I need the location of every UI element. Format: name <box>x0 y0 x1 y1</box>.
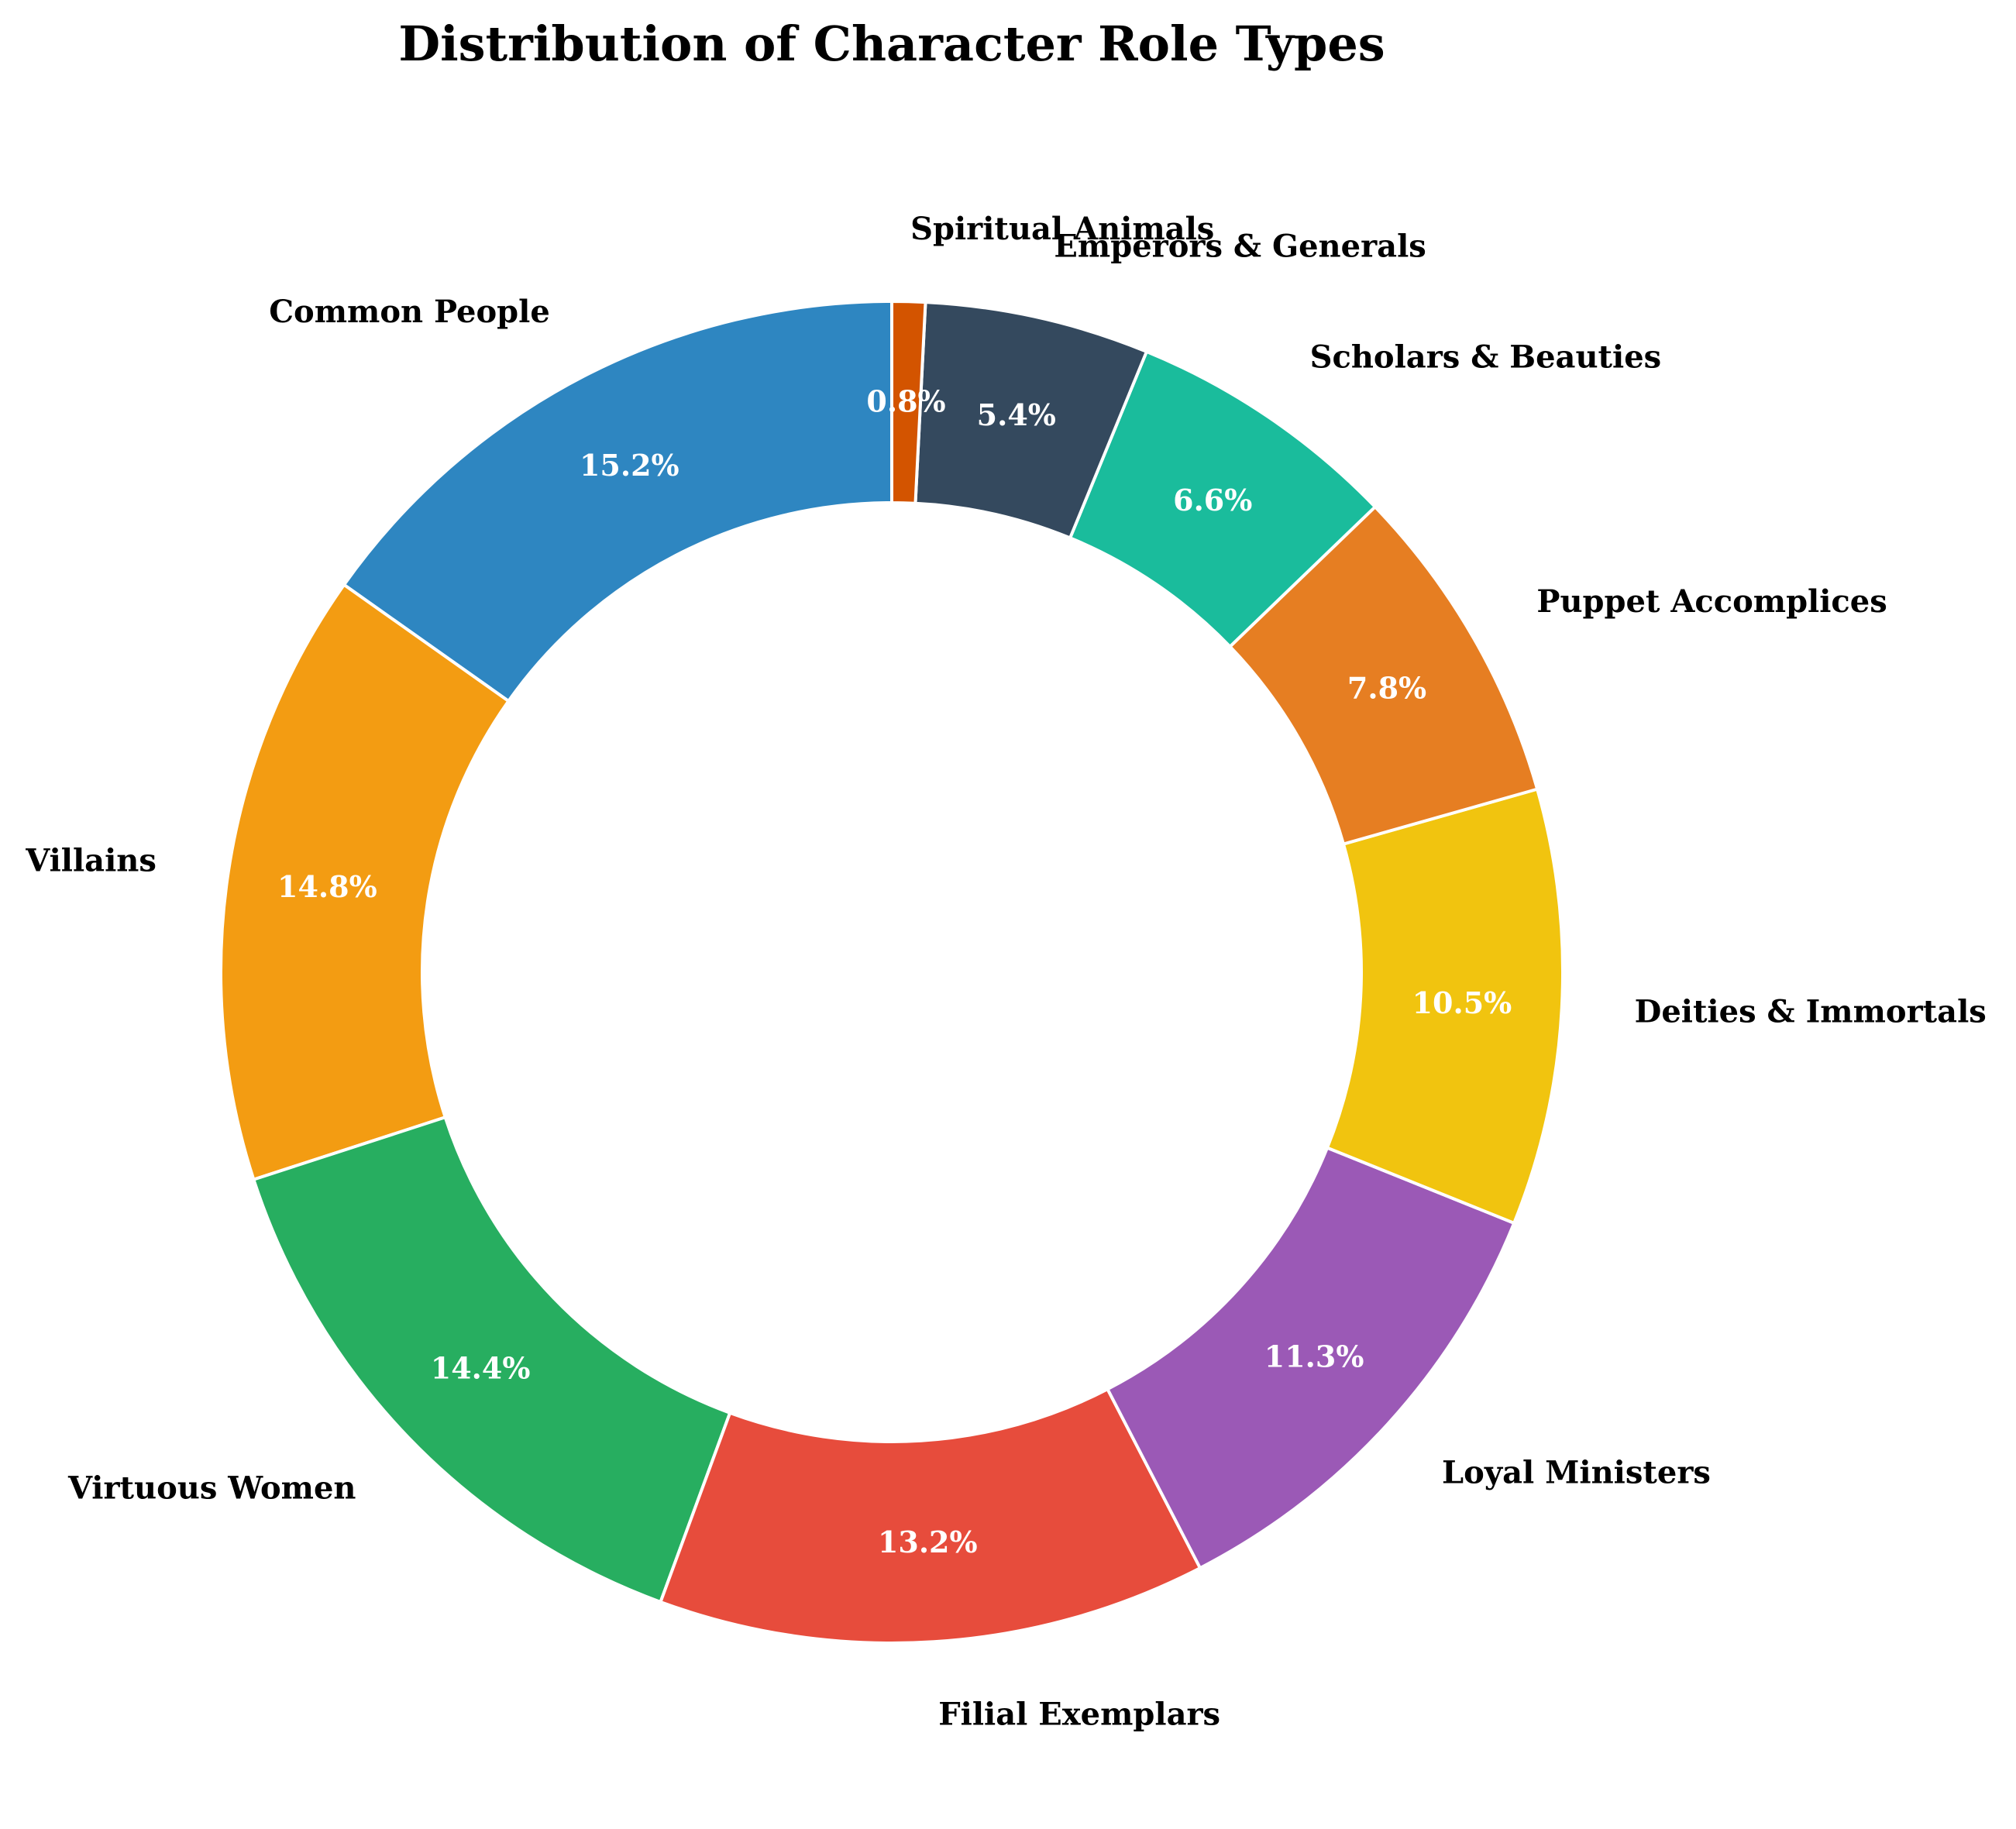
donut-slices <box>219 299 1565 1645</box>
pct-label-puppet-accomplices: 7.8% <box>1347 670 1426 705</box>
pct-label-scholars-and-beauties: 6.6% <box>1173 483 1252 517</box>
category-label-villains: Villains <box>25 842 157 878</box>
category-label-puppet-accomplices: Puppet Accomplices <box>1536 583 1887 620</box>
slice-filial-exemplars <box>658 1387 1202 1645</box>
pct-label-deities-and-immortals: 10.5% <box>1412 985 1512 1020</box>
percentage-labels: 15.2% 14.8% 14.4% 13.2% 11.3% 10.5% 7.8% 6.6% 5.… <box>277 384 1512 1559</box>
chart-title: Distribution of Character Role Types <box>398 15 1385 72</box>
category-label-deities-and-immortals: Deities & Immortals <box>1635 994 1987 1030</box>
slice-loyal-ministers <box>1105 1146 1516 1570</box>
pct-label-villains: 14.8% <box>277 869 377 904</box>
category-labels: Common People Villains Virtuous Women Filia… <box>25 211 1987 1733</box>
pct-label-common-people: 15.2% <box>580 448 679 483</box>
category-label-virtuous-women: Virtuous Women <box>67 1470 356 1506</box>
slice-common-people <box>342 299 893 703</box>
slice-virtuous-women <box>251 1115 732 1604</box>
pct-label-spiritual-animals: 0.8% <box>866 384 945 419</box>
pct-label-loyal-ministers: 11.3% <box>1264 1339 1364 1374</box>
pct-label-emperors-and-generals: 5.4% <box>977 397 1056 432</box>
category-label-emperors-and-generals: Emperors & Generals <box>1054 229 1426 265</box>
category-label-filial-exemplars: Filial Exemplars <box>938 1697 1220 1733</box>
category-label-scholars-and-beauties: Scholars & Beauties <box>1310 339 1662 376</box>
category-label-spiritual-animals: Spiritual Animals <box>910 211 1214 247</box>
slice-spiritual-animals <box>890 299 927 505</box>
category-label-common-people: Common People <box>269 294 550 330</box>
category-label-loyal-ministers: Loyal Ministers <box>1442 1455 1711 1491</box>
slice-villains <box>219 583 511 1182</box>
pct-label-virtuous-women: 14.4% <box>431 1351 531 1386</box>
pct-label-filial-exemplars: 13.2% <box>878 1525 978 1559</box>
